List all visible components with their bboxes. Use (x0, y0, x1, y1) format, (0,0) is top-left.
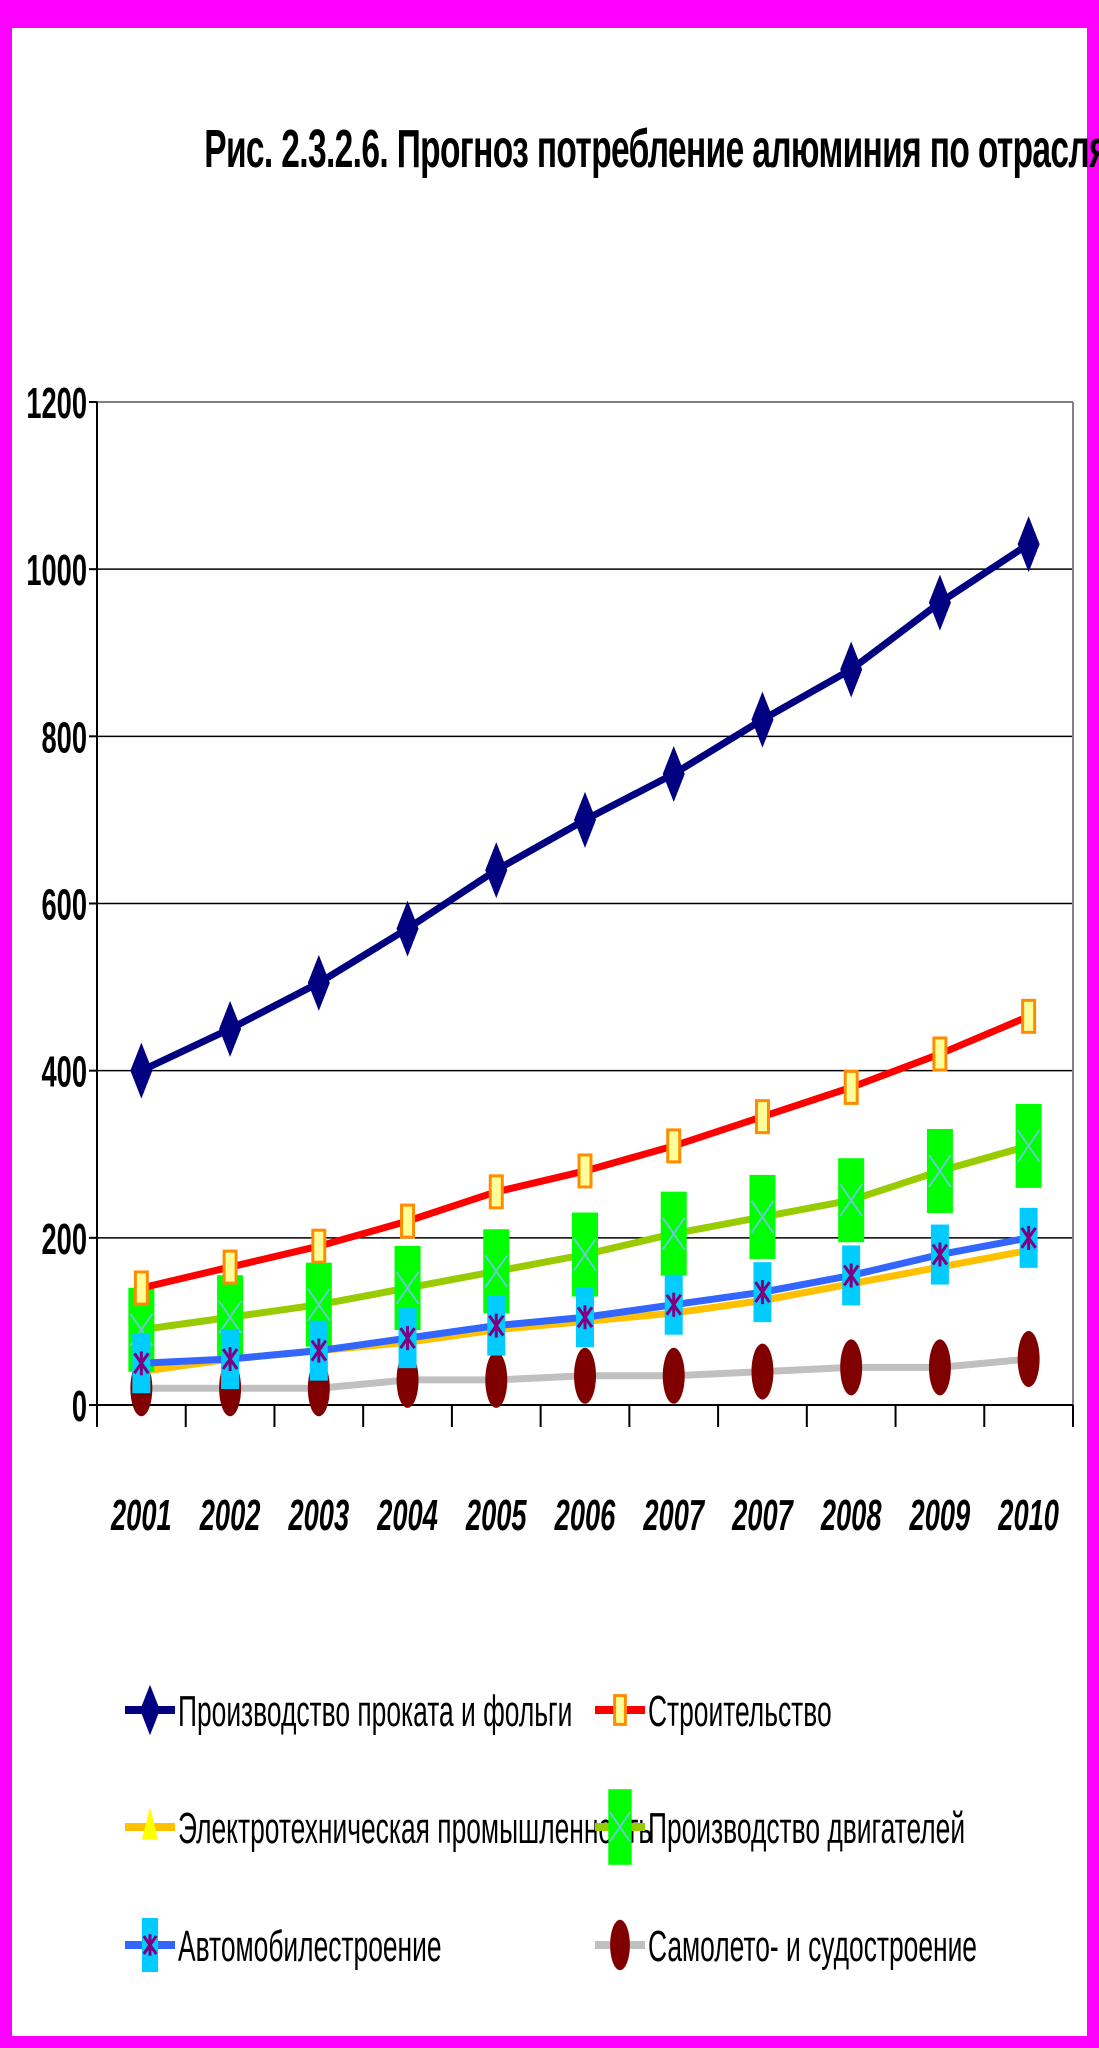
marker-star (488, 1313, 505, 1338)
marker-diamond (140, 1684, 160, 1736)
marker-square (311, 1228, 327, 1264)
marker-star (142, 1934, 158, 1956)
x-tick-label: 2003 (288, 1490, 349, 1539)
series-5 (132, 1207, 1038, 1394)
marker-x (661, 1217, 686, 1251)
marker-diamond (307, 954, 330, 1011)
marker-star (842, 1263, 860, 1288)
marker-diamond (662, 745, 685, 802)
legend: Производство проката и фольги Строительст… (125, 1684, 977, 1972)
legend-item: Производство проката и фольги (125, 1684, 572, 1736)
marker-diamond (1017, 516, 1040, 573)
x-axis-ticks: 2001 2002 2003 2004 2005 2006 2007 2007 2008 2009… (96, 1405, 1074, 1540)
marker-star (665, 1292, 682, 1317)
legend-label: Самолето- и судостроение (648, 1921, 977, 1971)
marker-square (754, 1099, 770, 1135)
legend-item: Электротехническая промышленность (125, 1803, 652, 1853)
x-tick-label: 2008 (820, 1490, 882, 1539)
legend-item: Самолето- и судостроение (595, 1919, 977, 1971)
legend-item: Строительство (595, 1686, 832, 1736)
marker-diamond (485, 842, 508, 899)
y-tick-label: 800 (41, 713, 87, 762)
marker-square (932, 1036, 948, 1072)
marker-diamond (396, 900, 419, 957)
marker-x (395, 1271, 420, 1305)
marker-square (488, 1174, 504, 1210)
marker-star (1020, 1225, 1037, 1250)
marker-ellipse (662, 1347, 685, 1404)
y-tick-label: 1200 (26, 378, 87, 427)
marker-diamond (219, 1000, 242, 1057)
marker-x (306, 1288, 331, 1322)
marker-diamond (574, 791, 596, 848)
marker-square (666, 1128, 682, 1164)
marker-x (218, 1300, 242, 1334)
marker-ellipse (485, 1351, 508, 1408)
marker-square (400, 1203, 416, 1239)
marker-x (750, 1200, 775, 1234)
series-2 (133, 998, 1037, 1306)
marker-ellipse (610, 1919, 630, 1971)
marker-x (1016, 1129, 1041, 1163)
marker-x (928, 1154, 952, 1188)
marker-square (1021, 998, 1037, 1034)
marker-triangle (141, 1807, 159, 1840)
chart-frame (12, 28, 1087, 2036)
x-tick-label: 2007 (643, 1490, 706, 1539)
x-tick-label: 2001 (110, 1490, 171, 1539)
marker-ellipse (1017, 1331, 1040, 1388)
marker-diamond (751, 691, 774, 748)
marker-ellipse (574, 1347, 596, 1404)
series-1 (130, 516, 1040, 1099)
x-tick-label: 2009 (909, 1490, 971, 1539)
marker-diamond (928, 574, 951, 631)
marker-square (843, 1069, 859, 1105)
marker-square (577, 1153, 593, 1189)
x-tick-label: 2007 (731, 1490, 794, 1539)
marker-x (484, 1254, 509, 1288)
marker-star (931, 1242, 949, 1267)
legend-label: Строительство (648, 1686, 832, 1736)
marker-square (133, 1270, 149, 1306)
marker-square (613, 1694, 627, 1726)
x-tick-label: 2006 (554, 1490, 616, 1539)
legend-item: Автомобилестроение (125, 1918, 442, 1972)
y-tick-label: 600 (41, 880, 87, 929)
marker-square (222, 1249, 238, 1285)
y-tick-label: 200 (41, 1214, 87, 1263)
marker-diamond (840, 641, 863, 698)
marker-x (609, 1812, 631, 1842)
legend-item: Производство двигателей (595, 1789, 965, 1865)
marker-star (221, 1347, 239, 1372)
x-tick-label: 2002 (199, 1490, 260, 1539)
y-axis-ticks: 0 200 400 600 800 1000 1200 (26, 378, 87, 1430)
legend-label: Электротехническая промышленность (178, 1803, 652, 1853)
marker-star (754, 1280, 771, 1305)
legend-label: Автомобилестроение (178, 1921, 442, 1971)
marker-ellipse (840, 1339, 863, 1396)
marker-star (310, 1338, 328, 1363)
y-tick-label: 400 (41, 1047, 87, 1096)
x-tick-label: 2004 (376, 1490, 437, 1539)
x-tick-label: 2005 (465, 1490, 527, 1539)
marker-star (133, 1351, 150, 1376)
marker-star (399, 1326, 416, 1351)
marker-ellipse (928, 1339, 951, 1396)
marker-x (839, 1183, 864, 1217)
marker-diamond (130, 1042, 153, 1099)
y-tick-label: 1000 (26, 546, 87, 595)
legend-label: Производство проката и фольги (178, 1686, 572, 1736)
x-tick-label: 2010 (998, 1490, 1059, 1539)
marker-star (576, 1305, 594, 1330)
y-tick-label: 0 (72, 1381, 87, 1430)
legend-label: Производство двигателей (648, 1803, 965, 1853)
marker-ellipse (751, 1343, 774, 1400)
marker-x (573, 1237, 597, 1272)
